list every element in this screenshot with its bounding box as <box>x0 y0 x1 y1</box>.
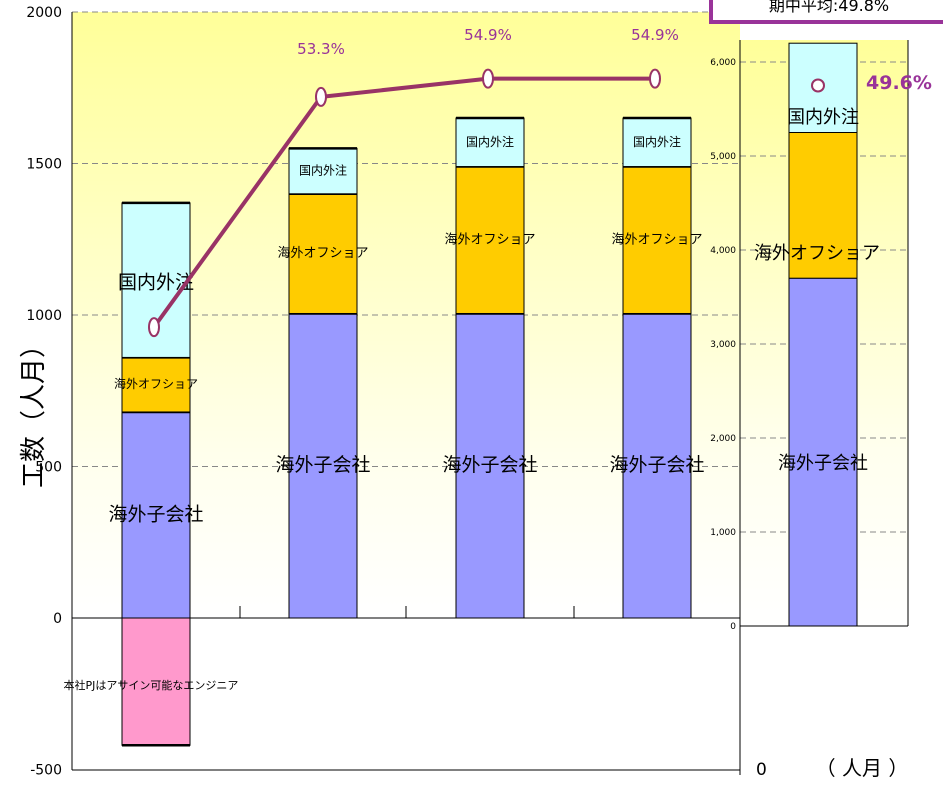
ratio-point-label: 54.9% <box>464 26 512 44</box>
main-y-tick-label: 500 <box>35 460 62 476</box>
main-bar-label: 国内外注 <box>466 134 514 149</box>
main-y-tick-label: 0 <box>53 611 62 627</box>
main-bar-label: 国内外注 <box>299 163 347 178</box>
main-bar-segment <box>121 356 191 413</box>
summary-box-text: 期中平均:49.8% <box>769 0 889 15</box>
main-y-tick-label: -500 <box>30 763 62 779</box>
main-bar-segment <box>455 312 525 619</box>
inset-bar-segment <box>788 132 858 279</box>
main-bar-label: 国内外注 <box>118 271 194 293</box>
main-bar-segment <box>622 312 692 619</box>
main-bar-label: 国内外注 <box>633 134 681 149</box>
main-bar-segment <box>288 193 358 314</box>
main-bar-label: 海外オフショア <box>277 246 368 261</box>
main-y-tick-labels: 2000 1500 1000 500 0 -500 <box>26 5 62 779</box>
main-bar-segment <box>455 166 525 314</box>
main-bar-segment <box>121 411 191 619</box>
ratio-point <box>482 68 494 89</box>
ratio-line <box>152 76 655 329</box>
main-x-ticks <box>239 606 575 618</box>
inset-y-tick-label: 3,000 <box>710 340 736 350</box>
ratio-point <box>148 317 160 338</box>
inset-axis-unit: （ 人月 ） <box>816 756 909 780</box>
main-y-tick-label: 1500 <box>26 157 62 173</box>
ratio-point <box>315 86 327 107</box>
inset-bar-label: 海外オフショア <box>754 243 880 264</box>
main-y-tick-label: 1000 <box>26 308 62 324</box>
y-axis-label: 工数（人月） <box>19 332 49 488</box>
main-bar-label: 海外子会社 <box>442 454 537 476</box>
summary-box <box>709 0 943 24</box>
main-bar-segment <box>455 117 525 168</box>
inset-ratio-marker <box>811 78 825 93</box>
main-bar-segment <box>622 166 692 314</box>
inset-ratio-label: 49.6% <box>866 72 932 94</box>
main-bar-label: 海外オフショア <box>444 233 535 248</box>
inset-bar-label: 国内外注 <box>787 107 859 128</box>
main-bar-label: 海外オフショア <box>114 376 198 391</box>
main-bars: 本社PJはアサイン可能なエンジニア海外子会社海外オフショア国内外注海外子会社海外… <box>64 116 705 747</box>
main-bar-label: 海外子会社 <box>108 503 203 525</box>
inset-bars: 海外子会社 海外オフショア 国内外注 <box>754 42 880 627</box>
inset-y-tick-label: 2,000 <box>710 434 736 444</box>
inset-y-tick-label: 0 <box>730 622 736 632</box>
ratio-point-label: 54.9% <box>631 26 679 44</box>
main-bar-segment <box>121 617 191 746</box>
main-line-series: 53.3% 54.9% 54.9% <box>148 26 679 338</box>
ratio-point-label: 53.3% <box>297 40 345 58</box>
inset-y-tick-label: 5,000 <box>710 152 736 162</box>
ratio-point <box>649 68 661 89</box>
main-y-tick-label: 2000 <box>26 5 62 21</box>
main-bar-label: 本社PJはアサイン可能なエンジニア <box>64 678 239 692</box>
inset-y-tick-label: 1,000 <box>710 528 736 538</box>
inset-bar-label: 海外子会社 <box>778 453 868 474</box>
main-bar-label: 海外オフショア <box>611 233 702 248</box>
inset-y-tick-label: 6,000 <box>710 58 736 68</box>
inset-axis-zero: 0 <box>756 760 767 780</box>
main-bar-label: 海外子会社 <box>609 454 704 476</box>
inset-y-tick-labels: 6,000 5,000 4,000 3,000 2,000 1,000 0 <box>710 58 736 632</box>
inset-y-tick-label: 4,000 <box>710 246 736 256</box>
main-bar-label: 海外子会社 <box>275 454 370 476</box>
main-bar-segment <box>288 312 358 619</box>
